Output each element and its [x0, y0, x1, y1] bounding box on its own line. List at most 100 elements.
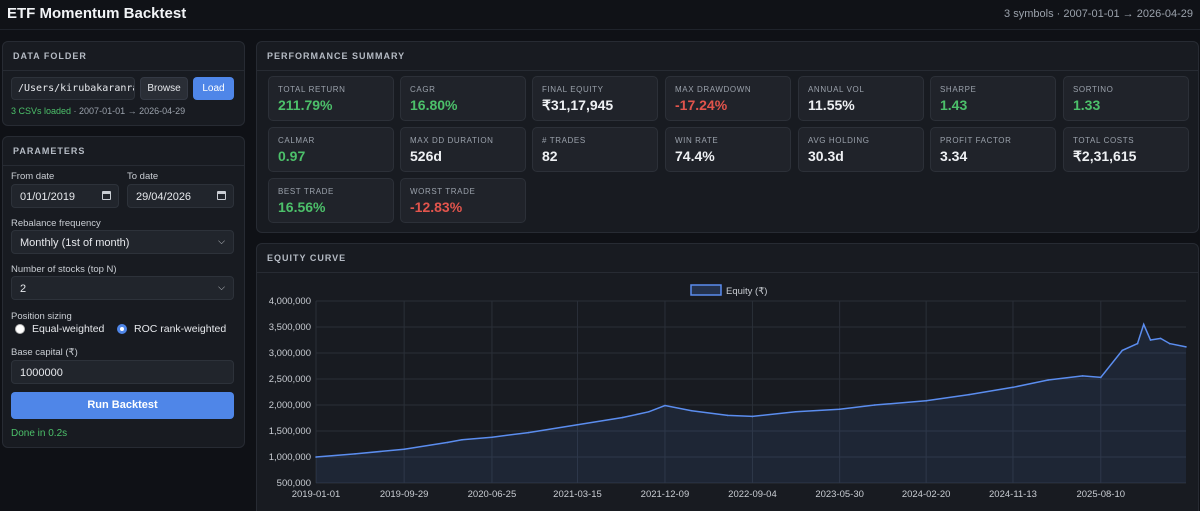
equity-point — [403, 448, 405, 450]
equity-point — [1136, 342, 1139, 345]
metric-card-cagr: CAGR 16.80% — [400, 76, 526, 121]
metric-label: CAGR — [410, 85, 436, 94]
metric-label: FINAL EQUITY — [542, 85, 604, 94]
metric-card-win-rate: WIN RATE 74.4% — [665, 127, 791, 172]
metric-value: -17.24% — [675, 97, 728, 113]
metric-card-annual-vol: ANNUAL VOL 11.55% — [798, 76, 924, 121]
equity-point — [1081, 375, 1084, 377]
x-tick-label: 2022-09-04 — [728, 489, 777, 500]
x-tick-label: 2020-06-25 — [468, 489, 517, 500]
metric-value: 74.4% — [675, 148, 715, 164]
to-date-input[interactable]: 29/04/2026 — [127, 184, 234, 208]
metric-label: SHARPE — [940, 85, 977, 94]
legend-swatch — [690, 284, 722, 296]
equity-point — [354, 453, 356, 455]
to-date-value: 29/04/2026 — [136, 191, 192, 203]
equity-point — [1047, 379, 1049, 381]
run-backtest-button[interactable]: Run Backtest — [11, 392, 234, 419]
equity-point — [968, 393, 970, 396]
equity-area — [316, 324, 1186, 483]
topn-select[interactable]: 2 ⌵ — [11, 276, 234, 300]
equity-point — [838, 408, 841, 410]
y-tick-label: 1,000,000 — [269, 452, 311, 463]
metric-value: ₹2,31,615 — [1073, 148, 1137, 164]
metric-label: WIN RATE — [675, 136, 719, 145]
calendar-icon[interactable] — [217, 191, 226, 200]
metric-card-total-costs: TOTAL COSTS ₹2,31,615 — [1063, 127, 1189, 172]
y-tick-label: 2,500,000 — [269, 374, 311, 385]
x-tick-label: 2025-08-10 — [1076, 489, 1125, 500]
equal-weighted-radio[interactable] — [15, 324, 25, 334]
equity-point — [1149, 339, 1152, 341]
x-tick-label: 2021-03-15 — [553, 489, 602, 500]
roc-rank-weighted-radio[interactable] — [117, 324, 127, 334]
metric-value: -12.83% — [410, 199, 463, 215]
y-tick-label: 1,500,000 — [269, 426, 311, 437]
equity-curve-panel: EQUITY CURVE — [256, 243, 1199, 511]
data-folder-path-input[interactable]: /Users/kirubakaranra — [11, 77, 135, 100]
metric-value: 82 — [542, 148, 558, 164]
equity-point — [1159, 337, 1162, 340]
equity-point — [621, 416, 624, 419]
metric-label: MAX DRAWDOWN — [675, 85, 752, 94]
browse-button[interactable]: Browse — [140, 77, 188, 100]
sizing-label: Position sizing — [11, 311, 72, 322]
equal-weighted-label[interactable]: Equal-weighted — [32, 323, 105, 335]
x-tick-label: 2021-12-09 — [641, 489, 690, 500]
equity-point — [647, 410, 650, 413]
metric-value: 30.3d — [808, 148, 844, 164]
metric-card-worst-trade: WORST TRADE -12.83% — [400, 178, 526, 223]
topn-value: 2 — [20, 283, 27, 295]
load-button[interactable]: Load — [193, 77, 234, 100]
rebalance-select[interactable]: Monthly (1st of month) ⌵ — [11, 230, 234, 254]
metric-label: WORST TRADE — [410, 187, 476, 196]
equity-point — [1099, 376, 1102, 379]
metric-card-avg-holding: AVG HOLDING 30.3d — [798, 127, 924, 172]
metric-value: 211.79% — [278, 97, 333, 113]
metric-value: 1.43 — [940, 97, 968, 113]
x-tick-label: 2024-02-20 — [902, 489, 951, 500]
run-status: Done in 0.2s — [11, 428, 68, 439]
metric-card-total-return: TOTAL RETURN 211.79% — [268, 76, 394, 121]
x-tick-label: 2023-05-30 — [815, 489, 864, 500]
metric-label: # TRADES — [542, 136, 586, 145]
equity-curve-heading: EQUITY CURVE — [257, 244, 1198, 273]
roc-rank-weighted-label[interactable]: ROC rank-weighted — [134, 323, 227, 335]
csv-count: 3 CSVs loaded — [11, 106, 72, 116]
from-date-input[interactable]: 01/01/2019 — [11, 184, 119, 208]
metric-label: ANNUAL VOL — [808, 85, 865, 94]
metric-card-final-equity: FINAL EQUITY ₹31,17,945 — [532, 76, 658, 121]
equity-point — [690, 409, 693, 412]
equity-point — [461, 439, 463, 441]
from-date-label: From date — [11, 171, 55, 182]
metric-value: 3.34 — [940, 148, 968, 164]
metric-label: PROFIT FACTOR — [940, 136, 1012, 145]
app-title: ETF Momentum Backtest — [7, 5, 187, 22]
x-tick-label: 2019-01-01 — [292, 489, 341, 500]
metric-card-max-drawdown: MAX DRAWDOWN -17.24% — [665, 76, 791, 121]
rebalance-value: Monthly (1st of month) — [20, 237, 130, 249]
x-tick-label: 2019-09-29 — [380, 489, 429, 500]
equity-point — [491, 436, 493, 439]
metric-value: ₹31,17,945 — [542, 97, 614, 113]
metric-value: 0.97 — [278, 148, 306, 164]
metric-card-sortino: SORTINO 1.33 — [1063, 76, 1189, 121]
y-tick-label: 3,500,000 — [269, 322, 311, 333]
equity-chart[interactable]: Equity (₹) 500,000 1,000,000 1,500,000 2,00… — [256, 271, 1199, 511]
metric-value: 16.56% — [278, 199, 326, 215]
metric-card-max-dd-duration: MAX DD DURATION 526d — [400, 127, 526, 172]
y-tick-label: 3,000,000 — [269, 348, 311, 359]
calendar-icon[interactable] — [102, 191, 111, 200]
metric-label: MAX DD DURATION — [410, 136, 494, 145]
topn-label: Number of stocks (top N) — [11, 264, 117, 275]
top-bar: ETF Momentum Backtest 3 symbols · 2007-0… — [0, 0, 1200, 30]
equity-point — [726, 414, 729, 417]
equity-point — [664, 404, 666, 407]
capital-input[interactable]: 1000000 — [11, 360, 234, 384]
data-folder-heading: DATA FOLDER — [3, 42, 244, 71]
metric-value: 526d — [410, 148, 442, 164]
metric-label: SORTINO — [1073, 85, 1114, 94]
equity-point — [1185, 346, 1187, 348]
csv-range: · 2007-01-01 → 2026-04-29 — [71, 106, 186, 116]
y-tick-label: 500,000 — [277, 478, 311, 489]
